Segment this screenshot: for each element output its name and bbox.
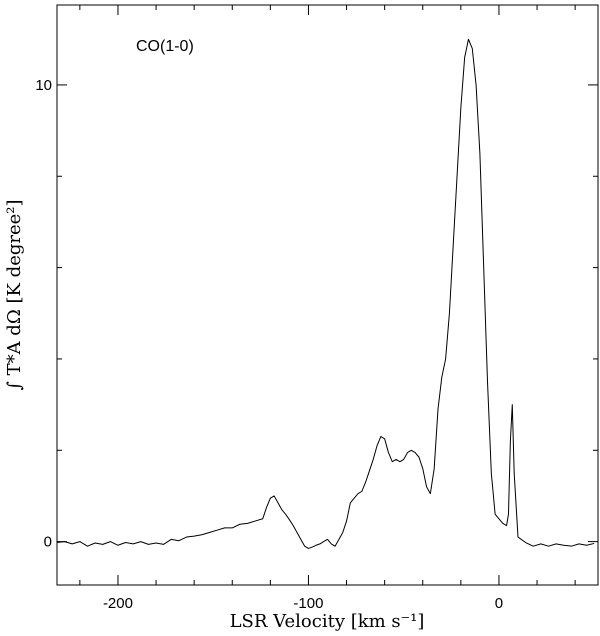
x-tick-label: -100 xyxy=(293,595,323,612)
chart-annotation: CO(1-0) xyxy=(136,38,194,55)
x-tick-label: 0 xyxy=(495,595,503,612)
x-tick-label: -200 xyxy=(103,595,133,612)
series-line-0 xyxy=(56,38,595,549)
y-tick-label: 0 xyxy=(44,534,52,551)
plot-frame xyxy=(56,4,599,586)
y-tick-label: 10 xyxy=(35,77,52,94)
x-axis-label: LSR Velocity [km s⁻¹] xyxy=(230,611,425,632)
y-axis-label: ∫ T*A dΩ [K degree²] xyxy=(4,199,25,390)
